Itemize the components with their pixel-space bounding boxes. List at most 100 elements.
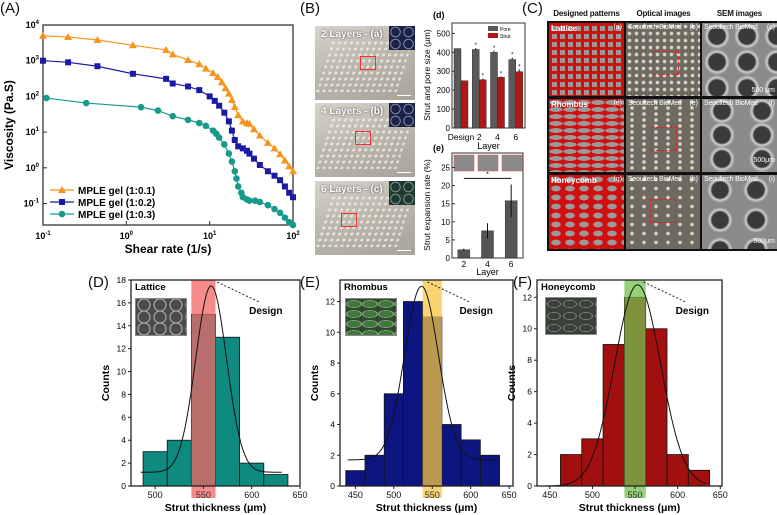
data-point-triangle	[234, 111, 243, 119]
gaussian-fit-curve	[347, 285, 499, 461]
data-point-circle	[82, 99, 90, 107]
tick-exponent: 3	[36, 56, 40, 62]
data-point-square	[129, 70, 136, 77]
cell-tag: (g)	[613, 176, 622, 183]
histogram-bar	[166, 439, 192, 487]
x-axis-title: Strut thickness (μm)	[579, 502, 681, 514]
y-tick-label: 4	[121, 435, 126, 445]
y-tick-label: 200	[437, 86, 451, 95]
design-lattice: Lattice (a)	[549, 23, 624, 96]
histogram-bar	[666, 454, 689, 487]
histogram-bar	[581, 438, 604, 487]
data-point-square	[228, 127, 235, 134]
photo-caption: 6 Layers - (c)	[321, 184, 383, 195]
histogram-title: Rhombus	[344, 282, 388, 293]
x-tick-label: 550	[628, 490, 643, 500]
data-point-triangle	[227, 95, 236, 103]
data-point-circle	[231, 167, 239, 175]
inset-image	[389, 26, 415, 50]
optical-lattice: Seoultech BioMed (b)	[626, 23, 700, 96]
y-tick-label: 4	[330, 420, 335, 430]
y-tick-label: 500	[437, 29, 451, 38]
data-point-square	[225, 118, 232, 125]
cell-label: Rhombus	[551, 100, 588, 109]
y-axis-title: Counts	[309, 365, 321, 401]
data-point-triangle	[64, 33, 73, 41]
data-point-circle	[221, 141, 228, 148]
cell-tag: (e)	[689, 100, 698, 107]
cell-tag: (f)	[768, 100, 775, 107]
series-line-triangle	[42, 35, 294, 172]
bar-strut	[479, 79, 487, 129]
data-point-triangle	[270, 144, 279, 152]
y-axis-title: Strut and pore size (μm)	[422, 29, 432, 121]
x-tick-label: 2	[477, 132, 482, 142]
significance-mark: *	[493, 46, 496, 52]
x-tick-label: 550	[196, 490, 211, 500]
y-tick-label: 0	[330, 481, 335, 491]
x-tick-label: 6	[509, 259, 514, 269]
y-tick-label: 2	[121, 458, 126, 468]
y-tick-label: 100	[437, 105, 451, 114]
significance-mark: *	[511, 53, 514, 59]
y-tick-label: 2	[330, 450, 335, 460]
histogram-bar	[383, 393, 404, 487]
panel-label-d-small: (d)	[433, 10, 445, 20]
data-point-triangle	[39, 31, 47, 39]
significance-mark: *	[500, 71, 503, 77]
y-tick-label: 18	[117, 275, 127, 285]
x-axis-title: Shear rate (1/s)	[125, 242, 212, 256]
y-tick-label: 104	[26, 20, 40, 30]
cell-tag: (b)	[689, 24, 698, 31]
panel-label-e: (E)	[300, 274, 320, 291]
y-tick-label: 2	[527, 450, 532, 460]
legend-label: MPLE gel (1:0.3)	[78, 210, 155, 221]
bar-pore	[508, 59, 516, 129]
x-tick-label: 450	[542, 490, 557, 500]
x-tick-label: 600	[463, 490, 478, 500]
y-axis-title: Strut expansion rate (%)	[422, 159, 432, 251]
data-point-square	[163, 75, 170, 82]
sem-lattice: Seoultech BioMed (c) 500 μm	[702, 23, 777, 96]
y-tick-label: 4	[527, 418, 532, 428]
histogram-bar	[263, 474, 289, 487]
x-tick-label: 500	[386, 490, 401, 500]
histogram-title: Lattice	[135, 282, 166, 293]
plot-frame-d	[130, 279, 301, 487]
cell-tag: (d)	[613, 100, 622, 107]
x-tick-label: 650	[713, 490, 728, 500]
cell-label: Seoultech BioMed	[628, 100, 682, 107]
histogram-bar	[215, 336, 241, 487]
data-point-square	[65, 59, 72, 66]
data-point-circle	[195, 119, 203, 127]
data-point-square	[221, 109, 228, 116]
tick-exponent: 2	[36, 91, 40, 97]
data-point-square	[211, 97, 218, 104]
data-point-triangle	[230, 103, 239, 111]
data-point-circle	[169, 112, 176, 120]
inset-image	[389, 181, 415, 205]
data-point-square	[231, 137, 238, 144]
data-point-square	[277, 177, 284, 184]
y-tick-label: 8	[527, 355, 532, 365]
y-tick-label: 102	[26, 91, 40, 101]
data-point-triangle	[128, 41, 137, 49]
data-point-square	[286, 189, 293, 196]
bar-pore	[472, 49, 480, 129]
histogram-bar	[403, 301, 424, 487]
data-point-square	[206, 93, 213, 100]
legend-marker-circle	[58, 210, 66, 218]
y-tick-label: 6	[121, 412, 126, 422]
photo-2-layers: 2 Layers - (a)	[315, 26, 415, 100]
x-tick-label: 650	[292, 490, 307, 500]
y-tick-label: 101	[26, 127, 40, 137]
y-tick-label: 10	[326, 327, 336, 337]
gaussian-fit-curve	[545, 284, 706, 487]
photo-caption: 2 Layers - (a)	[321, 29, 383, 40]
data-point-triangle	[217, 78, 226, 86]
legend-label: MPLE gel (1:0.2)	[78, 198, 155, 209]
legend-marker-triangle	[58, 186, 66, 193]
significance-mark: *	[475, 43, 478, 49]
y-tick-label: 10-1	[24, 199, 40, 209]
y-tick-label: 400	[437, 48, 451, 57]
